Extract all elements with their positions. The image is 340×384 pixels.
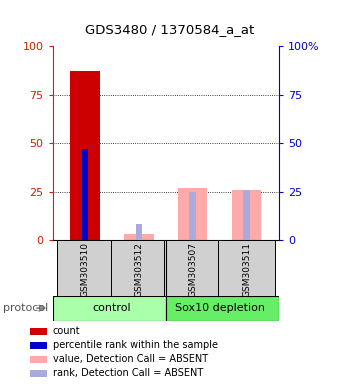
Bar bbox=[30, 342, 47, 349]
Text: rank, Detection Call = ABSENT: rank, Detection Call = ABSENT bbox=[53, 368, 203, 378]
Text: GDS3480 / 1370584_a_at: GDS3480 / 1370584_a_at bbox=[85, 23, 255, 36]
Bar bbox=[124, 234, 154, 240]
Text: percentile rank within the sample: percentile rank within the sample bbox=[53, 340, 218, 350]
Bar bbox=[82, 149, 88, 240]
Text: count: count bbox=[53, 326, 80, 336]
Bar bbox=[166, 296, 279, 321]
Text: Sox10 depletion: Sox10 depletion bbox=[174, 303, 265, 313]
Bar bbox=[57, 240, 113, 296]
Text: protocol: protocol bbox=[3, 303, 49, 313]
Text: GSM303512: GSM303512 bbox=[134, 242, 143, 297]
Bar bbox=[136, 225, 142, 240]
Bar bbox=[243, 190, 250, 240]
Bar bbox=[70, 71, 100, 240]
Bar bbox=[218, 240, 275, 296]
Bar bbox=[178, 188, 207, 240]
Bar bbox=[110, 240, 167, 296]
Text: GSM303510: GSM303510 bbox=[81, 242, 89, 297]
Bar bbox=[165, 240, 221, 296]
Bar bbox=[232, 190, 261, 240]
Bar bbox=[30, 370, 47, 377]
Text: GSM303511: GSM303511 bbox=[242, 242, 251, 297]
Text: control: control bbox=[92, 303, 131, 313]
Bar bbox=[30, 328, 47, 335]
Text: value, Detection Call = ABSENT: value, Detection Call = ABSENT bbox=[53, 354, 208, 364]
Bar bbox=[30, 356, 47, 362]
Text: GSM303507: GSM303507 bbox=[188, 242, 197, 297]
Bar bbox=[53, 296, 166, 321]
Bar bbox=[189, 192, 196, 240]
